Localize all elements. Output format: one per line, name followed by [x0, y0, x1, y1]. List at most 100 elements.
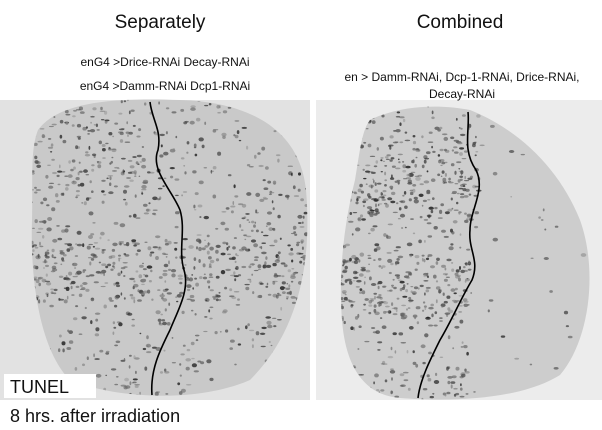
speckle: [437, 217, 443, 219]
time-label: 8 hrs. after irradiation: [10, 406, 180, 426]
speckle: [432, 392, 435, 395]
speckle: [374, 199, 379, 202]
speckle: [85, 151, 89, 154]
speckle: [194, 334, 200, 337]
speckle: [50, 151, 53, 153]
speckle: [115, 376, 119, 378]
speckle: [199, 276, 203, 280]
speckle: [387, 223, 393, 226]
speckle: [75, 177, 80, 181]
speckle: [97, 164, 102, 169]
speckle: [342, 261, 345, 266]
speckle: [252, 291, 255, 295]
speckle: [35, 189, 41, 191]
speckle: [134, 383, 140, 386]
speckle: [285, 194, 290, 198]
speckle: [390, 368, 394, 371]
speckle: [266, 320, 272, 325]
speckle: [142, 290, 149, 294]
speckle: [55, 193, 59, 198]
speckle: [77, 137, 81, 140]
speckle: [127, 171, 133, 174]
speckle: [129, 179, 134, 182]
speckle: [88, 145, 91, 150]
speckle: [128, 365, 131, 369]
speckle: [114, 304, 118, 308]
speckle: [123, 275, 126, 277]
speckle: [141, 146, 145, 148]
speckle: [251, 344, 254, 349]
speckle: [453, 146, 458, 149]
speckle: [255, 229, 259, 233]
speckle: [456, 192, 460, 195]
speckle: [85, 126, 88, 129]
speckle: [103, 272, 105, 277]
speckle: [164, 368, 167, 372]
speckle: [96, 161, 99, 163]
speckle: [374, 189, 379, 193]
speckle: [428, 131, 433, 134]
speckle: [236, 130, 240, 135]
speckle: [234, 363, 237, 366]
speckle: [65, 286, 70, 291]
speckle: [563, 310, 569, 315]
speckle: [165, 107, 170, 110]
speckle: [439, 320, 443, 322]
speckle: [301, 246, 304, 250]
speckle: [255, 209, 258, 213]
speckle: [76, 270, 82, 275]
speckle: [53, 256, 57, 259]
speckle: [450, 197, 453, 201]
speckle: [234, 120, 240, 122]
speckle: [173, 242, 178, 244]
speckle: [175, 296, 178, 299]
speckle: [65, 225, 71, 228]
speckle: [466, 248, 471, 251]
speckle: [266, 211, 273, 215]
speckle: [279, 286, 285, 291]
speckle: [113, 221, 119, 225]
speckle: [249, 263, 256, 266]
speckle: [380, 363, 384, 365]
speckle: [298, 172, 301, 176]
speckle: [251, 273, 254, 276]
speckle: [245, 213, 250, 215]
speckle: [210, 169, 213, 174]
speckle: [426, 272, 429, 275]
speckle: [342, 291, 347, 295]
speckle: [446, 295, 451, 299]
speckle: [395, 246, 401, 249]
speckle: [152, 246, 158, 249]
speckle: [397, 255, 404, 259]
speckle: [417, 174, 423, 177]
speckle: [431, 145, 433, 149]
speckle: [227, 174, 232, 177]
speckle: [272, 262, 277, 267]
speckle: [514, 357, 520, 360]
speckle: [375, 160, 379, 164]
speckle: [444, 312, 451, 315]
speckle: [384, 184, 387, 187]
speckle: [38, 282, 41, 287]
speckle: [206, 250, 210, 255]
speckle: [416, 321, 420, 325]
speckle: [204, 297, 210, 302]
speckle: [82, 363, 85, 367]
speckle: [195, 282, 200, 287]
speckle: [191, 357, 195, 360]
speckle: [355, 286, 360, 288]
speckle: [458, 211, 461, 215]
speckle: [381, 198, 386, 201]
speckle: [37, 253, 40, 258]
speckle: [349, 212, 353, 215]
speckle: [492, 237, 498, 242]
speckle: [416, 261, 420, 265]
speckle: [487, 309, 490, 313]
speckle: [396, 202, 399, 205]
speckle: [133, 280, 136, 283]
speckle: [163, 349, 166, 352]
speckle: [75, 194, 80, 197]
speckle: [464, 280, 467, 283]
speckle: [349, 280, 353, 285]
speckle: [188, 277, 194, 282]
